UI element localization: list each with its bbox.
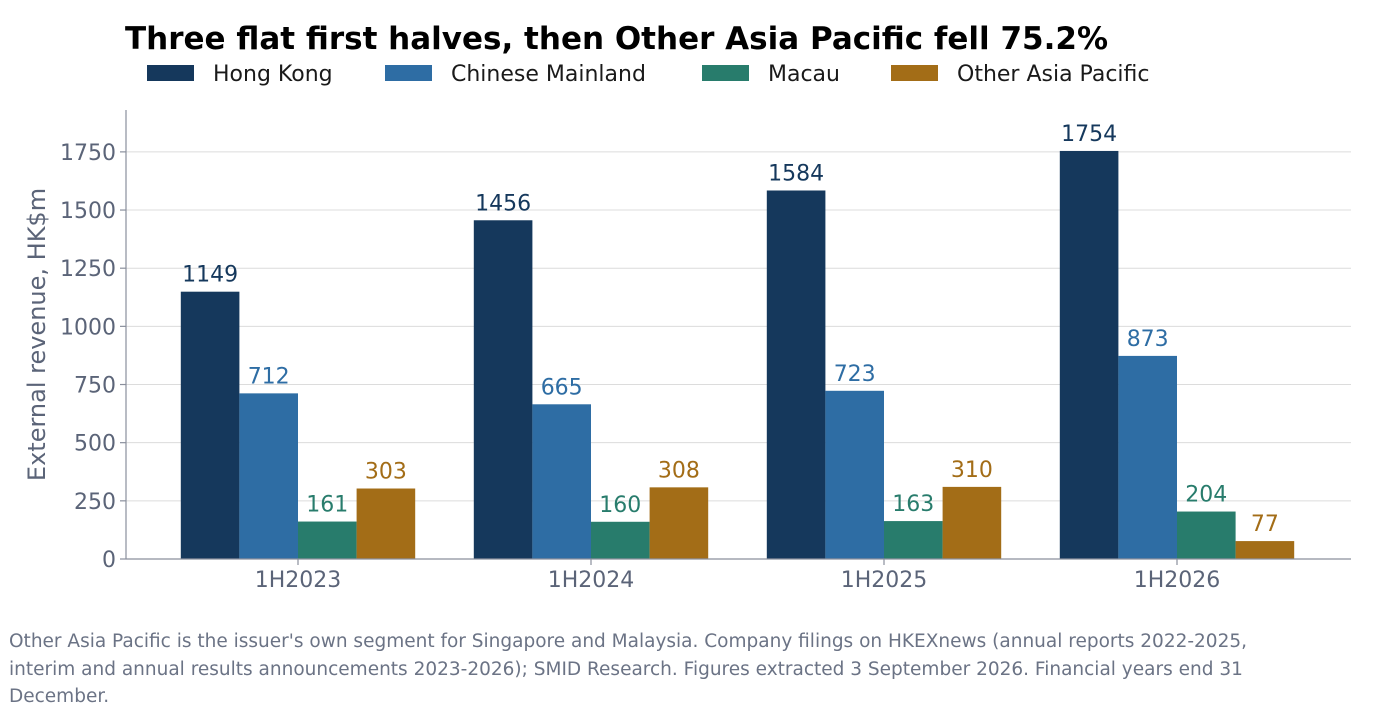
y-tick-label: 250: [74, 490, 116, 515]
bar: [1059, 150, 1119, 560]
legend-label: Hong Kong: [213, 62, 333, 87]
bar: [239, 393, 298, 559]
bar: [942, 486, 1002, 559]
bar: [356, 488, 416, 559]
legend-swatch: [891, 65, 938, 81]
legend-swatch: [702, 65, 749, 81]
bar: [532, 404, 591, 559]
data-label: 310: [951, 458, 993, 483]
x-tick-label: 1H2023: [255, 568, 342, 593]
data-label: 204: [1185, 483, 1227, 508]
legend-label: Chinese Mainland: [451, 62, 646, 87]
bar: [180, 291, 240, 559]
legend-swatch: [385, 65, 432, 81]
bar: [298, 521, 357, 559]
legend-label: Macau: [768, 62, 840, 87]
data-label: 1754: [1061, 122, 1117, 147]
chart-title: Three flat first halves, then Other Asia…: [125, 21, 1108, 57]
data-label: 1149: [182, 263, 238, 288]
y-axis-title: External revenue, HK$m: [23, 188, 51, 481]
axes: 0 250 500 750 1000 1250 1500 1750 1H2023 1H2024 1H…: [60, 110, 1351, 593]
footnote: Other Asia Pacific is the issuer's own s…: [9, 631, 1247, 707]
data-label: 77: [1251, 512, 1279, 537]
data-label: 163: [892, 492, 934, 517]
y-tick-label: 1000: [60, 315, 116, 340]
data-label: 665: [541, 375, 583, 400]
bar: [884, 521, 943, 559]
data-label: 723: [834, 362, 876, 387]
y-tick-label: 1500: [60, 199, 116, 224]
data-label: 1456: [475, 191, 531, 216]
y-tick-label: 750: [74, 374, 116, 399]
y-tick-label: 500: [74, 432, 116, 457]
data-label: 161: [306, 493, 348, 518]
bars-group: 1149 712 161 303 1456 665 160 308 1584 723 163 310 1…: [180, 122, 1295, 560]
data-label: 873: [1127, 327, 1169, 352]
gridlines: [126, 151, 1351, 502]
bar: [473, 220, 533, 560]
data-label: 303: [365, 460, 407, 485]
bar: [1118, 355, 1177, 559]
legend: Hong Kong Chinese Mainland Macau Other Asia…: [147, 62, 1149, 87]
bar: [825, 390, 884, 559]
bar: [1177, 511, 1236, 559]
x-tick-label: 1H2026: [1134, 568, 1221, 593]
y-tick-label: 0: [102, 548, 116, 573]
x-tick-label: 1H2024: [548, 568, 635, 593]
data-label: 1584: [768, 161, 824, 186]
data-label: 712: [248, 364, 290, 389]
y-tick-label: 1250: [60, 257, 116, 282]
bar: [591, 521, 650, 559]
y-tick-label: 1750: [60, 141, 116, 166]
bar: [649, 487, 709, 559]
data-label: 160: [599, 493, 641, 518]
x-tick-label: 1H2025: [841, 568, 928, 593]
legend-label: Other Asia Pacific: [957, 62, 1149, 87]
legend-swatch: [147, 65, 194, 81]
bar: [1235, 541, 1295, 559]
data-label: 308: [658, 458, 700, 483]
bar: [766, 190, 826, 559]
